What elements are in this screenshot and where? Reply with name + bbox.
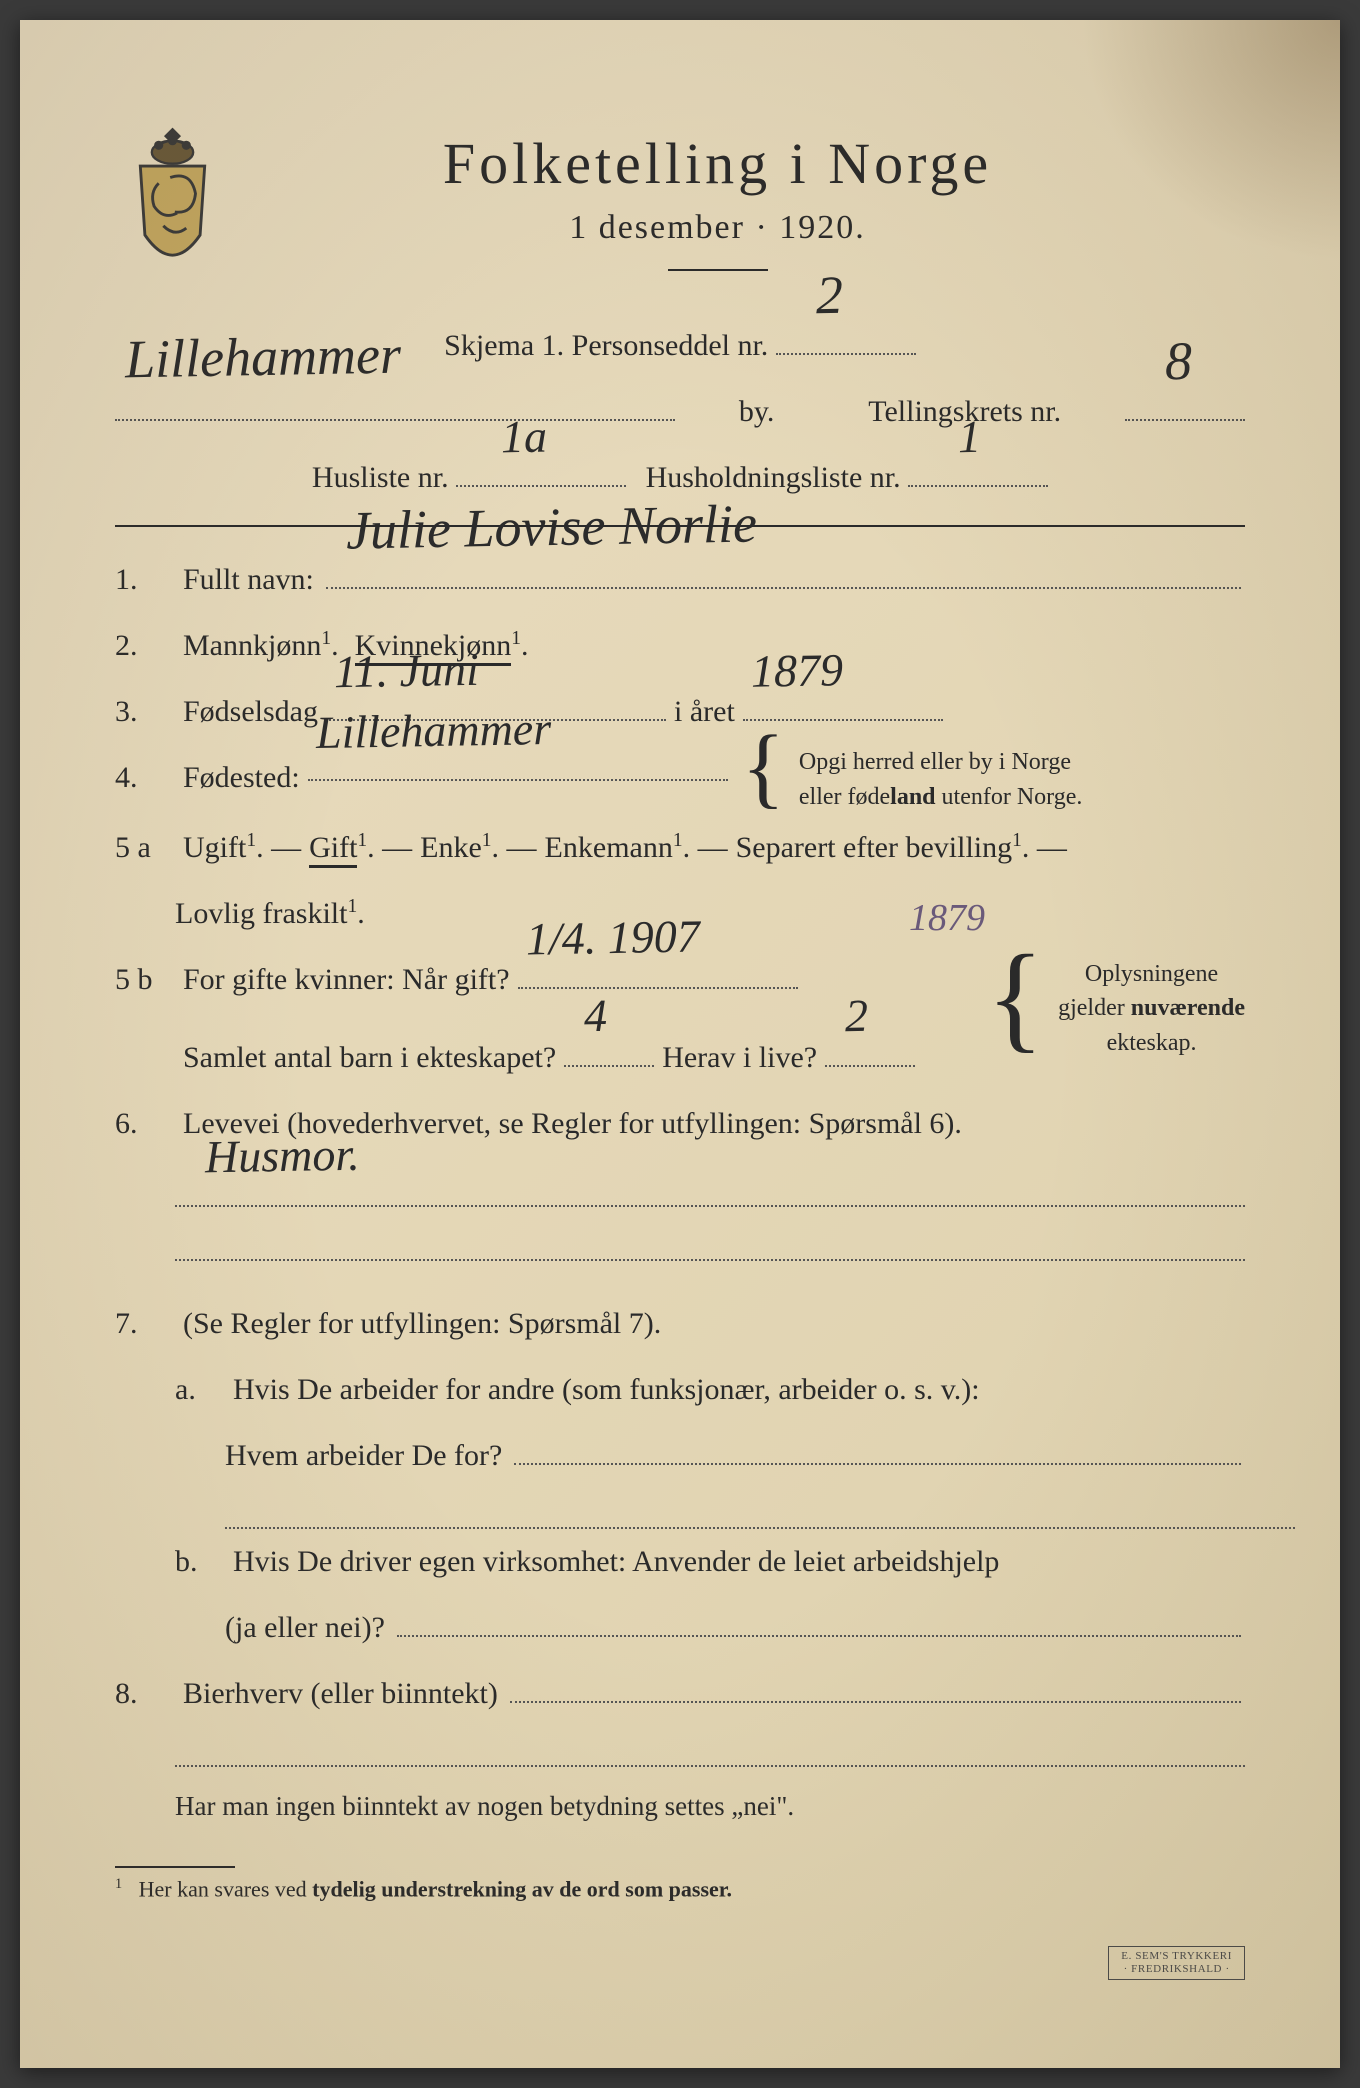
q5a-opt-0: Ugift1. — <box>183 815 301 881</box>
q2-num: 2. <box>115 613 175 679</box>
brace-icon: { <box>742 745 785 790</box>
q7b-text2: (ja eller nei)? <box>225 1595 385 1661</box>
q7a-text1: Hvis De arbeider for andre (som funksjon… <box>233 1357 980 1423</box>
q5b-v2: 4 <box>583 965 608 1067</box>
q8-row: 8. Bierhverv (eller biinntekt) <box>115 1661 1245 1727</box>
q5b-l3: Herav i live? <box>662 1025 817 1091</box>
q3-year-label: i året <box>674 679 735 745</box>
by-line: Lillehammer by. Tellingskrets nr. 8 <box>115 379 1245 445</box>
q7-num: 7. <box>115 1291 175 1357</box>
q3-year: 1879 <box>750 619 844 722</box>
personseddel-nr: 2 <box>815 236 844 355</box>
q4-note1: Opgi herred eller by i Norge <box>799 749 1071 775</box>
q6-answer: Husmor. <box>115 1157 1245 1261</box>
q7b-row2: (ja eller nei)? <box>115 1595 1245 1661</box>
header: Folketelling i Norge 1 desember · 1920. <box>115 130 1245 295</box>
q8-blank <box>115 1727 1245 1767</box>
footnote: 1 Her kan svares ved tydelig understrekn… <box>115 1876 1245 1902</box>
q5b-row: 5 b For gifte kvinner: Når gift? 1/4. 19… <box>115 947 1245 1091</box>
q5b-l2: Samlet antal barn i ekteskapet? <box>183 1025 556 1091</box>
q7b-row: b. Hvis De driver egen virksomhet: Anven… <box>115 1529 1245 1595</box>
q1-row: 1. Fullt navn: Julie Lovise Norlie <box>115 547 1245 613</box>
q8-label: Bierhverv (eller biinntekt) <box>183 1661 498 1727</box>
q2-m: Mannkjønn <box>183 629 321 662</box>
q4-row: 4. Fødested: Lillehammer { Opgi herred e… <box>115 745 1245 815</box>
q5a-opt-3: Enkemann1. — <box>545 815 728 881</box>
census-form-page: Folketelling i Norge 1 desember · 1920. … <box>20 20 1340 2068</box>
q7a-blank <box>115 1489 1245 1529</box>
title-block: Folketelling i Norge 1 desember · 1920. <box>190 130 1245 295</box>
nei-line: Har man ingen biinntekt av nogen betydni… <box>115 1777 1245 1836</box>
by-label: by. <box>739 379 775 445</box>
q5b-v1: 1/4. 1907 <box>525 886 701 990</box>
q7a-label: a. <box>175 1357 225 1423</box>
q7a-text2: Hvem arbeider De for? <box>225 1423 502 1489</box>
husholdnings-nr: 1 <box>957 386 982 488</box>
q7b-label: b. <box>175 1529 225 1595</box>
q4-num: 4. <box>115 745 175 811</box>
q6-value: Husmor. <box>204 1104 360 1208</box>
tellingskrets-nr: 8 <box>1164 302 1193 421</box>
q1-value: Julie Lovise Norlie <box>345 465 758 591</box>
q7b-text1: Hvis De driver egen virksomhet: Anvender… <box>233 1529 999 1595</box>
q5a-opt-4: Separert efter bevilling1. — <box>736 815 1067 881</box>
skjema-label: Skjema 1. Personseddel nr. <box>444 329 768 362</box>
page-title: Folketelling i Norge <box>190 130 1245 197</box>
q8-num: 8. <box>115 1661 175 1727</box>
q5b-l1: For gifte kvinner: Når gift? <box>183 947 510 1013</box>
title-rule <box>668 269 768 271</box>
q1-num: 1. <box>115 547 175 613</box>
q4-note2: eller fødeland utenfor Norge. <box>799 784 1083 810</box>
q3-label: Fødselsdag <box>183 679 318 745</box>
q4-note: Opgi herred eller by i Norge eller fødel… <box>799 745 1083 815</box>
brace-icon: { <box>987 967 1045 1027</box>
q4-value: Lillehammer <box>315 678 552 783</box>
by-value: Lillehammer <box>124 296 402 420</box>
printer-stamp: E. SEM'S TRYKKERI · FREDRIKSHALD · <box>1108 1946 1245 1980</box>
q5a-opt-1: Gift1. — <box>309 815 412 881</box>
q7-row: 7. (Se Regler for utfyllingen: Spørsmål … <box>115 1291 1245 1357</box>
q5a-opt-2: Enke1. — <box>420 815 536 881</box>
q5b-num: 5 b <box>115 947 175 1013</box>
q1-label: Fullt navn: <box>183 547 314 613</box>
q5a-num: 5 a <box>115 815 175 881</box>
footnote-rule <box>115 1866 235 1868</box>
q4-label: Fødested: <box>183 745 300 811</box>
q5b-note: Oplysningene gjelder nuværende ekteskap. <box>1058 957 1245 1061</box>
q3-row: 3. Fødselsdag 11. Juni i året 1879 <box>115 679 1245 745</box>
q2-row: 2. Mannkjønn1. Kvinnekjønn1. <box>115 613 1245 679</box>
q3-num: 3. <box>115 679 175 745</box>
title-date: 1 desember · 1920. <box>190 209 1245 247</box>
q7a-row: a. Hvis De arbeider for andre (som funks… <box>115 1357 1245 1423</box>
q7-label: (Se Regler for utfyllingen: Spørsmål 7). <box>183 1291 661 1357</box>
q6-num: 6. <box>115 1091 175 1157</box>
q5a-row: 5 a Ugift1. — Gift1. — Enke1. — Enkemann… <box>115 815 1245 881</box>
q5b-v3: 2 <box>844 965 869 1067</box>
q7a-row2: Hvem arbeider De for? <box>115 1423 1245 1489</box>
